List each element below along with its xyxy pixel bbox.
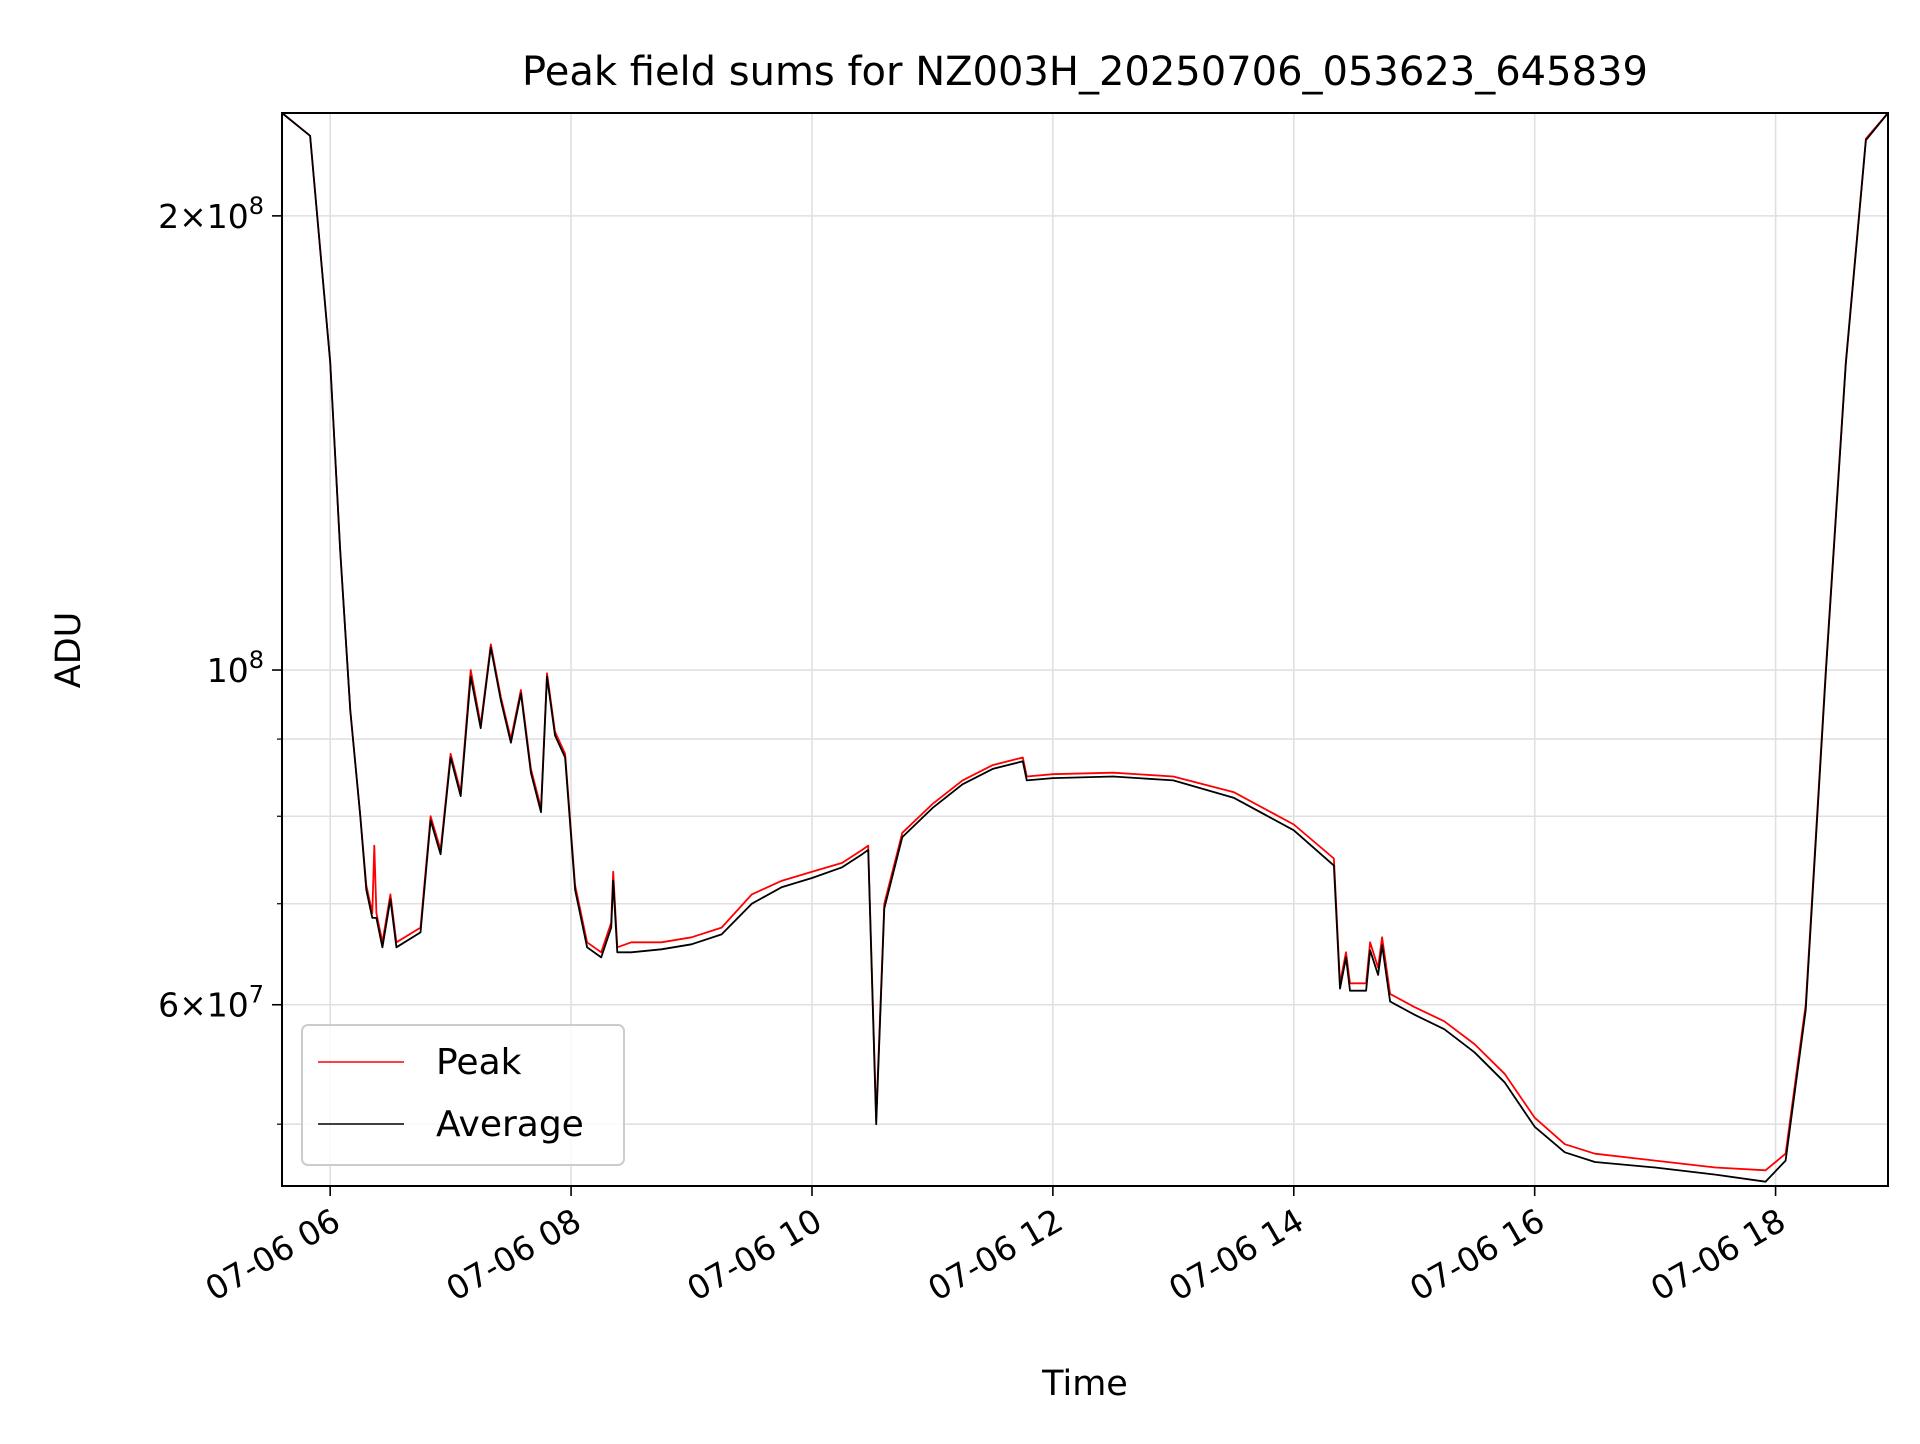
y-tick-base: 10 — [207, 986, 249, 1025]
series-line-average — [281, 112, 1889, 1183]
legend-box — [301, 1024, 625, 1166]
y-tick-times: × — [179, 986, 207, 1025]
y-tick-mantissa: 2 — [158, 197, 179, 236]
y-tick-times: × — [179, 197, 207, 236]
y-tick-exponent: 8 — [249, 646, 264, 674]
y-tick-base: 10 — [207, 651, 249, 690]
chart-title: Peak field sums for NZ003H_20250706_0536… — [522, 49, 1648, 95]
x-axis-label: Time — [1041, 1364, 1128, 1404]
plot-frame — [281, 112, 1889, 1187]
legend-label-peak: Peak — [436, 1042, 522, 1083]
y-tick-label: 6×107 — [158, 981, 264, 1025]
y-tick-label: 2×108 — [158, 192, 264, 236]
y-tick-mantissa: 6 — [158, 986, 179, 1025]
y-tick-exponent: 7 — [249, 981, 264, 1009]
legend-label-average: Average — [436, 1104, 584, 1145]
y-tick-label: 108 — [207, 646, 264, 690]
y-tick-base: 10 — [207, 197, 249, 236]
y-axis-label: ADU — [49, 612, 89, 689]
y-tick-exponent: 8 — [249, 192, 264, 220]
legend: Peak Average — [301, 1024, 625, 1166]
series-layer — [281, 112, 1889, 1183]
